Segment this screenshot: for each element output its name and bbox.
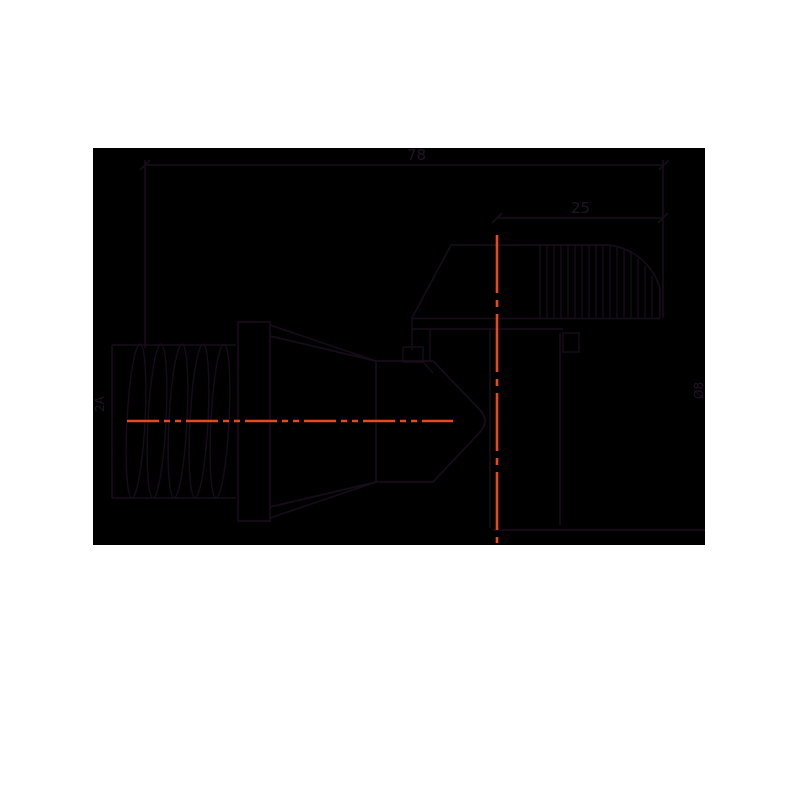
- port-block: [402, 346, 424, 363]
- dimension-overall-length: 78: [139, 148, 670, 348]
- chamfer-arc-end-face: [606, 244, 661, 318]
- dimension-label-78: 78: [407, 148, 426, 164]
- technical-drawing-panel: 78 25: [93, 148, 705, 545]
- port-connector-lines: [411, 318, 434, 374]
- lower-body-edges: [489, 329, 561, 528]
- right-view-threaded-end: [411, 244, 705, 531]
- thread-crest-lines: [539, 245, 653, 318]
- thread-class-label: 2A: [93, 395, 107, 412]
- taper-transition: [269, 324, 377, 519]
- dimension-ticks: [491, 212, 669, 224]
- lower-body-notch: [562, 332, 580, 353]
- dimension-ticks: [139, 159, 670, 171]
- cone-tip: [432, 360, 486, 483]
- left-view-fitting-body: [111, 318, 486, 522]
- right-edge-label: Ø8: [692, 382, 705, 399]
- dimension-label-25: 25: [571, 199, 590, 217]
- shoulder-lines: [412, 317, 660, 330]
- fitting-drawing: 78 25: [93, 148, 705, 543]
- dimension-end-offset: 25: [491, 199, 669, 224]
- transition-funnel: [411, 244, 607, 319]
- left-end-face: [111, 344, 124, 499]
